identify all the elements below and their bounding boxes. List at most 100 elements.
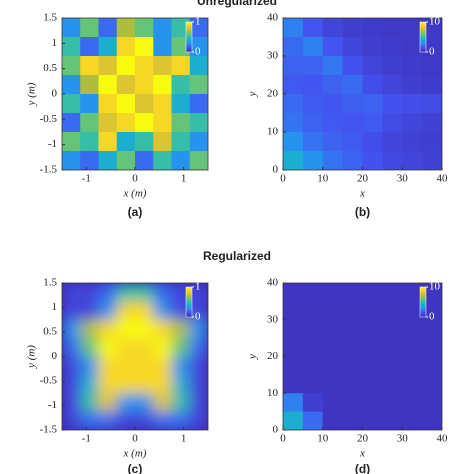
y-tick-label: -1.5 — [40, 164, 58, 176]
cells — [62, 18, 208, 170]
heat-cell — [342, 151, 363, 170]
heat-cell — [62, 37, 81, 57]
y-tick-label: 1.5 — [43, 277, 57, 289]
heat-cell — [302, 301, 324, 321]
heat-cell — [283, 37, 304, 57]
heat-cell — [116, 356, 136, 376]
heat-cell — [362, 283, 383, 302]
heat-cell — [153, 393, 172, 413]
y-tick-label: 40 — [267, 12, 279, 24]
y-tick-label: 10 — [267, 126, 279, 138]
heat-cell — [171, 393, 191, 413]
panel-title: Unregularized — [197, 0, 277, 8]
heat-cell — [98, 56, 118, 76]
heat-cell — [62, 301, 81, 321]
heat-cell — [116, 393, 136, 413]
y-tick-label: 1.5 — [43, 12, 57, 24]
colorbar — [185, 286, 193, 318]
heat-cell — [135, 356, 154, 376]
heat-cell — [189, 411, 208, 430]
heat-cell — [342, 113, 363, 133]
heat-cell — [116, 151, 136, 170]
heat-cell — [116, 56, 136, 76]
heat-cell — [382, 393, 403, 413]
heat-cell — [189, 393, 208, 413]
heat-cell — [135, 301, 154, 321]
x-tick-label: 40 — [437, 173, 449, 185]
heat-cell — [135, 37, 154, 57]
heat-cell — [189, 56, 208, 76]
heat-cell — [302, 283, 324, 302]
y-tick-label: 20 — [267, 350, 279, 362]
heat-cell — [135, 393, 154, 413]
heat-cell — [422, 283, 442, 302]
x-tick-label: -1 — [82, 173, 91, 185]
heat-cell — [135, 411, 154, 430]
heat-cell — [422, 94, 442, 114]
heat-cell — [422, 151, 442, 170]
heat-cell — [189, 75, 208, 95]
heat-cell — [135, 75, 154, 95]
heat-cell — [135, 319, 154, 339]
heat-cell — [80, 132, 99, 152]
heat-cell — [302, 411, 324, 430]
x-axis-label: x (m) — [123, 448, 147, 460]
heat-cell — [322, 132, 344, 152]
cells — [62, 283, 208, 430]
heat-cell — [116, 113, 136, 133]
x-tick-label: 20 — [357, 173, 369, 185]
heat-cell — [322, 283, 344, 302]
y-axis-label: y (m) — [26, 82, 38, 106]
heat-cell — [362, 18, 383, 38]
heat-cell — [402, 75, 423, 95]
heat-cell — [302, 75, 324, 95]
heat-cell — [153, 301, 172, 321]
heat-cell — [283, 374, 304, 394]
heat-cell — [342, 94, 363, 114]
heat-cell — [283, 151, 304, 170]
x-tick-label: 20 — [357, 433, 369, 445]
heat-cell — [98, 283, 118, 302]
heat-cell — [342, 356, 363, 376]
heat-cell — [189, 94, 208, 114]
heat-cell — [80, 338, 99, 357]
heat-cell — [362, 301, 383, 321]
heat-cell — [342, 56, 363, 76]
heat-cell — [283, 94, 304, 114]
colorbar — [185, 21, 193, 53]
heat-cell — [153, 319, 172, 339]
panel-title: Regularized — [203, 249, 271, 263]
heat-cell — [80, 411, 99, 430]
heat-cell — [135, 56, 154, 76]
heatmap — [283, 283, 442, 430]
heat-cell — [302, 56, 324, 76]
y-tick-label: 0.5 — [43, 326, 57, 338]
heat-cell — [322, 94, 344, 114]
y-tick-label: -1 — [48, 399, 57, 411]
heat-cell — [80, 37, 99, 57]
heat-cell — [153, 356, 172, 376]
x-tick-label: 40 — [437, 433, 449, 445]
heat-cell — [422, 393, 442, 413]
heat-cell — [98, 319, 118, 339]
heat-cell — [322, 18, 344, 38]
heat-cell — [402, 37, 423, 57]
panel-caption: (c) — [128, 462, 143, 474]
heat-cell — [171, 374, 191, 394]
cells — [283, 18, 442, 170]
heat-cell — [98, 301, 118, 321]
heat-cell — [283, 56, 304, 76]
heat-cell — [189, 374, 208, 394]
heat-cell — [382, 132, 403, 152]
heat-cell — [322, 411, 344, 430]
heat-cell — [322, 319, 344, 339]
heat-cell — [135, 113, 154, 133]
heat-cell — [382, 151, 403, 170]
heat-cell — [153, 338, 172, 357]
heat-cell — [62, 374, 81, 394]
heat-cell — [382, 94, 403, 114]
y-tick-label: 0 — [52, 350, 58, 362]
cbar-tick-label: 0 — [429, 311, 435, 323]
heat-cell — [98, 94, 118, 114]
heat-cell — [171, 411, 191, 430]
